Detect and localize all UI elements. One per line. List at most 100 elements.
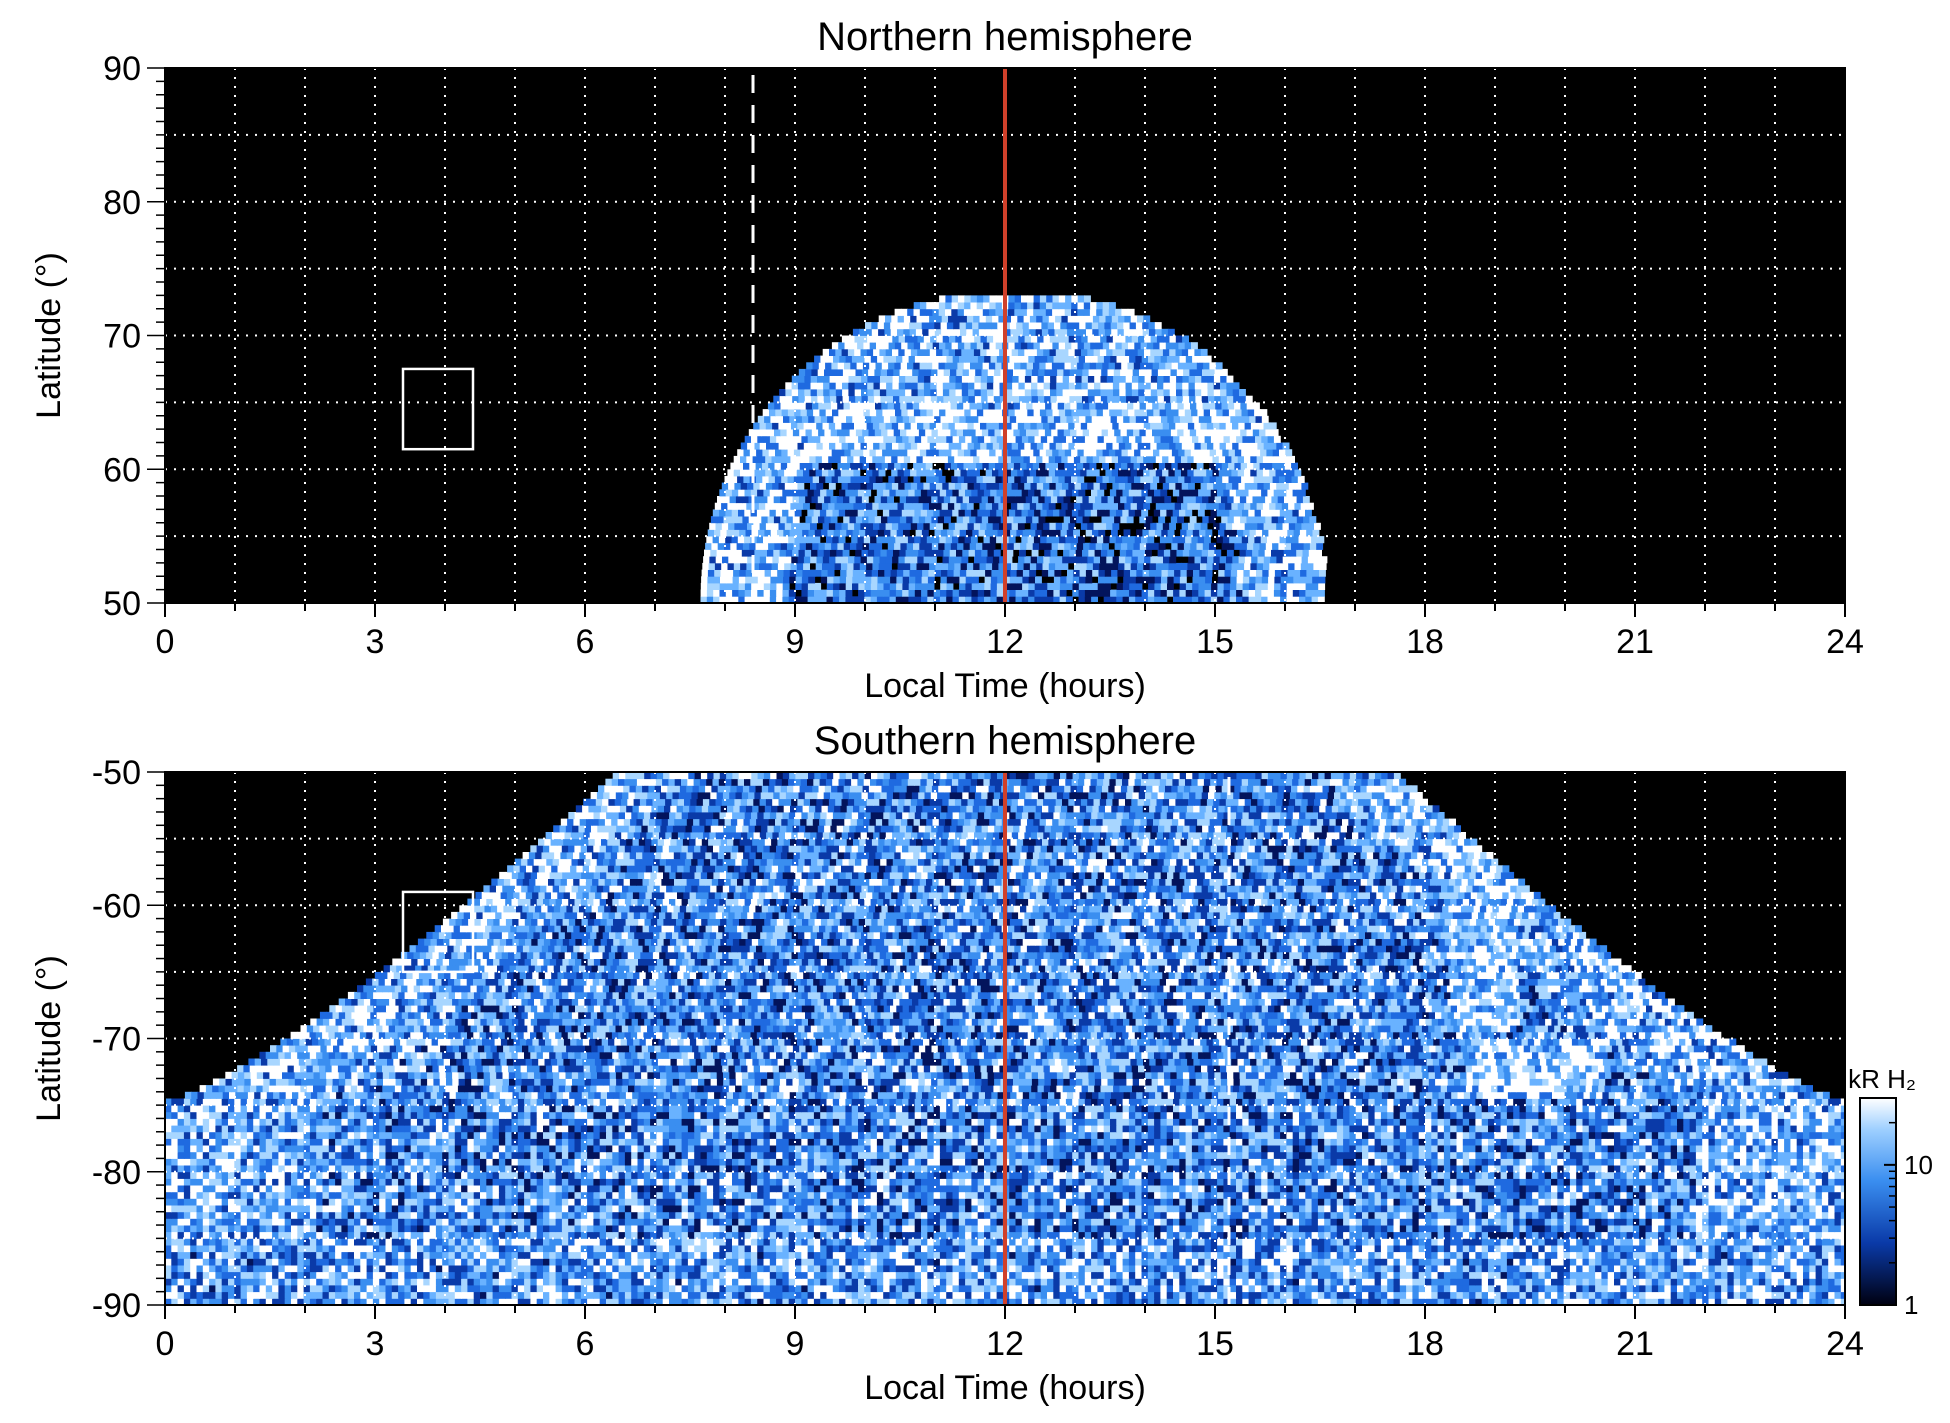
emission-cell [1118,315,1125,323]
emission-cell [1317,1278,1325,1286]
emission-cell [851,509,859,517]
emission-cell [1075,375,1083,383]
emission-cell [736,462,744,470]
emission-cell [965,596,972,603]
emission-cell [987,549,995,557]
emission-cell [994,368,1001,376]
emission-cell [1267,1298,1275,1305]
emission-cell [1045,362,1053,370]
emission-cell [190,1298,198,1305]
emission-cell [1683,1278,1691,1286]
emission-cell [933,355,941,363]
emission-cell [939,1285,947,1293]
emission-cell [1296,516,1304,524]
emission-cell [900,462,908,470]
emission-cell [549,1285,557,1293]
emission-cell [1262,502,1270,510]
emission-cell [944,429,951,437]
emission-cell [1087,335,1095,343]
emission-cell [1062,522,1069,530]
emission-cell [841,442,849,450]
emission-cell [272,1271,279,1279]
emission-cell [1254,1278,1262,1286]
emission-cell [870,509,878,517]
emission-cell [1197,449,1204,457]
emission-cell [1183,496,1191,504]
emission-cell [1601,1291,1609,1299]
emission-cell [1210,589,1218,597]
emission-cell [700,1278,708,1286]
emission-cell [769,596,777,603]
emission-cell [1425,1278,1432,1286]
emission-cell [891,469,899,477]
emission-cell [976,462,983,470]
emission-cell [1018,335,1026,343]
emission-cell [1047,1291,1054,1299]
emission-cell [866,482,874,490]
emission-cell [763,596,771,603]
emission-cell [995,295,1003,303]
emission-cell [980,335,988,343]
emission-cell [1110,322,1118,330]
emission-cell [1103,435,1111,443]
emission-cell [1525,1278,1533,1286]
emission-cell [1122,489,1130,497]
emission-cell [1055,469,1062,477]
emission-cell [1146,449,1154,457]
emission-cell [734,556,742,564]
emission-cell [963,308,971,316]
emission-cell [996,1278,1004,1286]
emission-cell [1714,1271,1722,1279]
emission-cell [1129,582,1137,590]
emission-cell [774,542,782,550]
emission-cell [1173,576,1181,584]
emission-cell [931,402,939,410]
emission-cell [1058,302,1066,310]
emission-cell [1059,355,1067,363]
emission-cell [165,1285,172,1293]
emission-cell [1081,442,1088,450]
emission-cell [1167,529,1175,537]
emission-cell [783,576,790,584]
emission-cell [1658,1278,1665,1286]
emission-cell [1136,328,1144,336]
emission-cell [1084,1271,1092,1279]
emission-cell [366,1291,374,1299]
emission-cell [996,489,1004,497]
emission-cell [913,542,920,550]
emission-cell [776,589,784,597]
emission-cell [1134,509,1142,517]
emission-cell [1122,1291,1130,1299]
emission-cell [1008,449,1015,457]
emission-cell [1032,542,1040,550]
emission-cell [341,1285,349,1293]
emission-cell [911,389,919,397]
emission-cell [881,402,889,410]
emission-cell [423,1285,431,1293]
emission-cell [927,582,935,590]
emission-cell [954,315,962,323]
emission-cell [879,382,887,390]
emission-cell [783,415,790,423]
emission-cell [1765,1285,1773,1293]
emission-cell [987,496,995,504]
emission-cell [1260,475,1267,483]
emission-cell [1305,576,1313,584]
emission-cell [976,302,984,310]
emission-cell [876,1278,884,1286]
emission-cell [473,1278,481,1286]
emission-cell [1156,422,1164,430]
emission-cell [927,509,934,517]
emission-cell [850,462,857,470]
emission-cell [1032,402,1040,410]
emission-cell [1727,1271,1735,1279]
emission-cell [955,382,963,390]
emission-cell [1112,335,1120,343]
emission-cell [1047,1298,1054,1305]
emission-cell [939,1291,947,1299]
emission-cell [1124,422,1132,430]
emission-cell [977,355,985,363]
emission-cell [745,576,753,584]
emission-cell [977,1291,985,1299]
emission-cell [1085,529,1093,537]
